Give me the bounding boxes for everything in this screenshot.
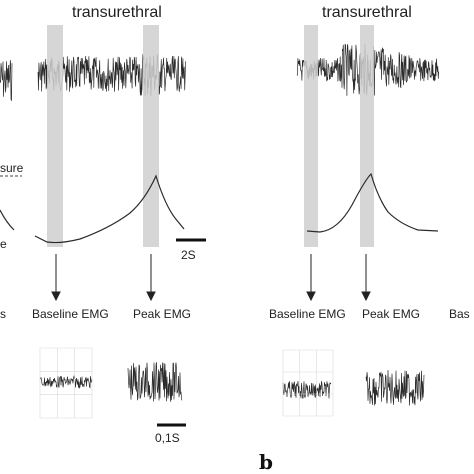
left-baseline-window [47,25,63,247]
panel-letter-b: b [259,450,273,474]
left-pressure-curve [34,174,185,244]
right-peak-window [360,25,374,247]
right-baseline-zoom-emg [282,380,332,399]
left-baseline-label: Baseline EMG [32,307,109,321]
right-baseline-window [304,25,318,247]
right-pressure-curve [306,172,439,233]
e-label-fragment: e [0,237,7,251]
panel-right-title: transurethral [322,4,412,21]
time-scale-label: 2S [181,248,196,262]
left-edge-raw-emg [0,60,13,101]
right-baseline-label: Baseline EMG [269,307,346,321]
left-baseline-zoom-grid [39,347,93,419]
right-cut-label: Bas [449,307,470,321]
zoom-scale-label: 0,1S [155,431,180,445]
right-peak-zoom-emg [365,370,425,406]
left-peak-window [143,25,159,247]
zoom-grid-layer [39,347,334,419]
left-peak-label: Peak EMG [133,307,191,321]
s-label-fragment: s [0,307,6,321]
left-partial-curve [0,209,15,231]
pressure-label-fragment: sure [0,161,24,175]
right-peak-label: Peak EMG [362,307,420,321]
panel-left-title: transurethral [72,4,162,21]
right-baseline-zoom-grid [282,349,334,417]
left-peak-zoom-emg [127,362,183,402]
left-baseline-zoom-emg [39,375,93,389]
